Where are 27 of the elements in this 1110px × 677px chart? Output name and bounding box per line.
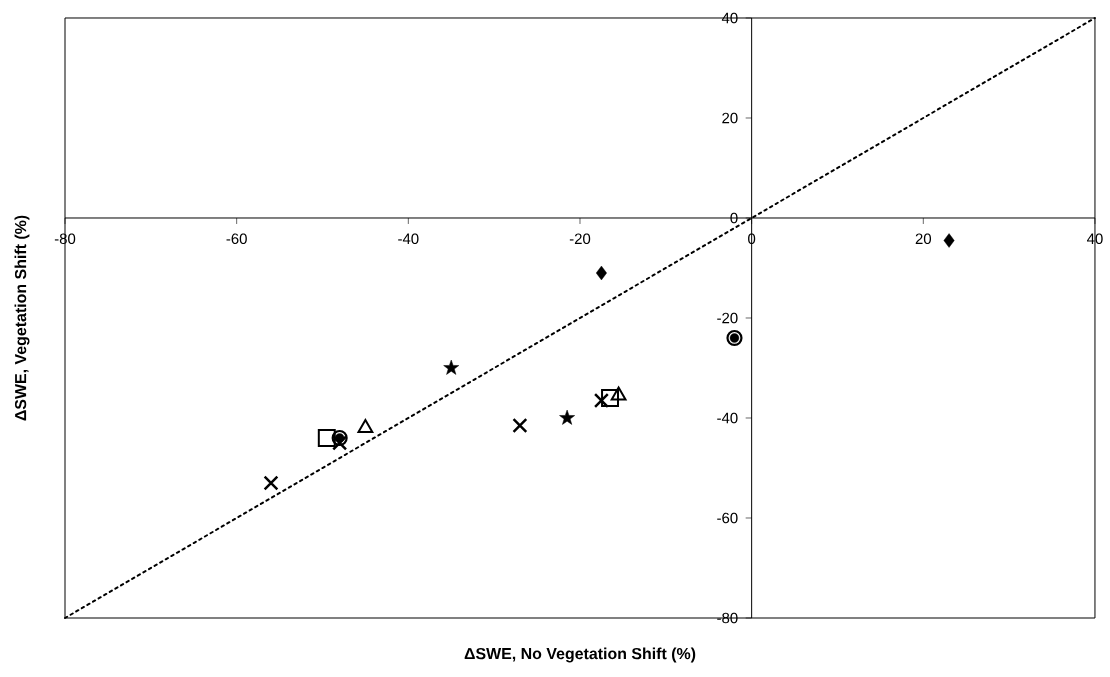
point xyxy=(443,359,460,375)
y-tick-label: 20 xyxy=(722,112,738,124)
point xyxy=(317,429,336,447)
x-tick-label: -20 xyxy=(569,233,591,245)
y-tick-label: 0 xyxy=(730,212,738,224)
x-axis-title: ΔSWE, No Vegetation Shift (%) xyxy=(464,647,696,663)
y-tick-label: 40 xyxy=(721,12,738,24)
x-tick-label: -40 xyxy=(398,233,419,245)
y-axis-title: ΔSWE, Vegetation Shift (%) xyxy=(14,215,30,421)
point xyxy=(357,419,374,433)
point xyxy=(726,329,743,347)
x-tick-label: -80 xyxy=(54,233,76,245)
point xyxy=(559,409,575,425)
point xyxy=(593,392,610,409)
y-tick-label: -40 xyxy=(717,412,738,424)
point xyxy=(943,233,955,248)
point xyxy=(332,435,348,451)
x-tick-label: 20 xyxy=(915,233,932,245)
y-tick-label: -80 xyxy=(717,612,738,624)
point xyxy=(610,386,627,401)
y-tick-label: -60 xyxy=(717,512,738,524)
x-tick-label: 40 xyxy=(1087,233,1103,245)
point xyxy=(512,417,528,434)
y-tick-label: -20 xyxy=(717,312,738,324)
point xyxy=(601,389,619,407)
x-tick-label: -60 xyxy=(226,233,247,245)
point xyxy=(263,475,279,491)
